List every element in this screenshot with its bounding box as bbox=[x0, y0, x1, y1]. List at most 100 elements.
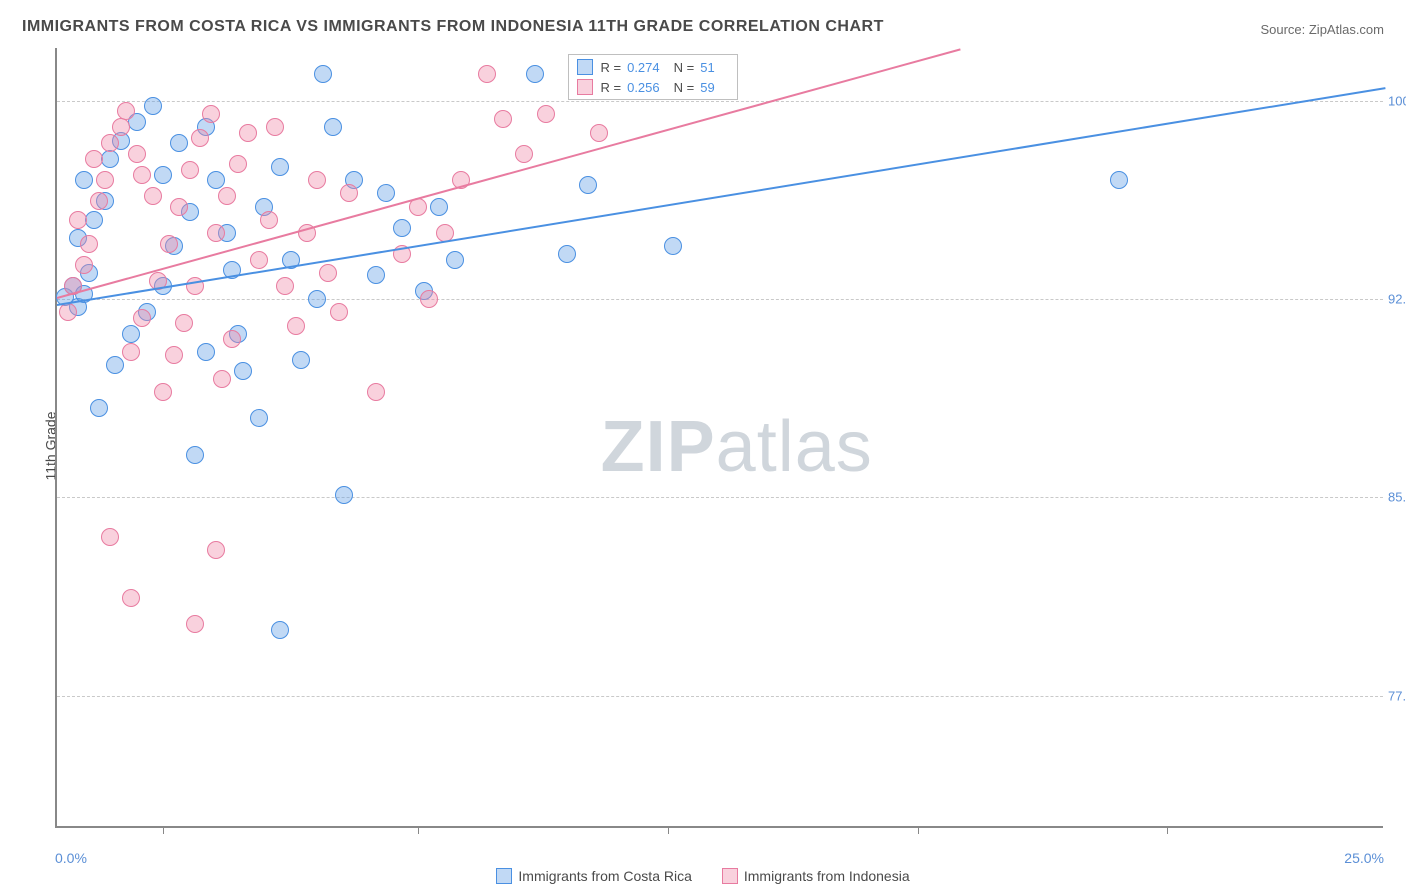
stat-n-value: 51 bbox=[700, 60, 714, 75]
stats-swatch bbox=[577, 79, 593, 95]
marker-indonesia bbox=[112, 118, 130, 136]
marker-indonesia bbox=[260, 211, 278, 229]
marker-indonesia bbox=[165, 346, 183, 364]
source-prefix: Source: bbox=[1260, 22, 1308, 37]
marker-indonesia bbox=[128, 145, 146, 163]
marker-indonesia bbox=[191, 129, 209, 147]
marker-costa-rica bbox=[154, 166, 172, 184]
marker-costa-rica bbox=[446, 251, 464, 269]
x-tick bbox=[918, 826, 919, 834]
marker-costa-rica bbox=[579, 176, 597, 194]
marker-indonesia bbox=[319, 264, 337, 282]
marker-costa-rica bbox=[558, 245, 576, 263]
x-tick bbox=[1167, 826, 1168, 834]
marker-indonesia bbox=[207, 541, 225, 559]
marker-costa-rica bbox=[144, 97, 162, 115]
marker-costa-rica bbox=[393, 219, 411, 237]
marker-costa-rica bbox=[106, 356, 124, 374]
marker-indonesia bbox=[133, 166, 151, 184]
marker-indonesia bbox=[207, 224, 225, 242]
plot-area: ZIPatlas 77.5%85.0%92.5%100.0%R =0.274N … bbox=[55, 48, 1383, 828]
legend-item: Immigrants from Indonesia bbox=[722, 868, 910, 884]
marker-costa-rica bbox=[170, 134, 188, 152]
marker-indonesia bbox=[330, 303, 348, 321]
watermark-a: ZIP bbox=[601, 407, 716, 487]
marker-indonesia bbox=[75, 256, 93, 274]
stats-row: R = 0.274 N = 51 bbox=[569, 57, 737, 77]
stats-swatch bbox=[577, 59, 593, 75]
chart-title: IMMIGRANTS FROM COSTA RICA VS IMMIGRANTS… bbox=[22, 18, 884, 36]
marker-indonesia bbox=[122, 589, 140, 607]
marker-indonesia bbox=[223, 330, 241, 348]
marker-indonesia bbox=[144, 187, 162, 205]
marker-indonesia bbox=[117, 102, 135, 120]
stat-n-value: 59 bbox=[700, 80, 714, 95]
y-tick-label: 92.5% bbox=[1388, 292, 1406, 307]
marker-indonesia bbox=[515, 145, 533, 163]
stats-box: R = 0.274 N = 51 R = 0.256 N = 59 bbox=[568, 54, 738, 100]
marker-costa-rica bbox=[271, 621, 289, 639]
marker-costa-rica bbox=[197, 343, 215, 361]
marker-costa-rica bbox=[207, 171, 225, 189]
marker-indonesia bbox=[160, 235, 178, 253]
marker-costa-rica bbox=[335, 486, 353, 504]
trendline-costa-rica bbox=[57, 88, 1385, 307]
marker-indonesia bbox=[80, 235, 98, 253]
source-name: ZipAtlas.com bbox=[1309, 22, 1384, 37]
marker-costa-rica bbox=[292, 351, 310, 369]
marker-indonesia bbox=[69, 211, 87, 229]
marker-costa-rica bbox=[186, 446, 204, 464]
marker-indonesia bbox=[213, 370, 231, 388]
marker-indonesia bbox=[367, 383, 385, 401]
x-tick bbox=[418, 826, 419, 834]
marker-indonesia bbox=[537, 105, 555, 123]
marker-indonesia bbox=[186, 615, 204, 633]
y-tick-label: 77.5% bbox=[1388, 688, 1406, 703]
stat-n-label: N = bbox=[674, 60, 695, 75]
marker-indonesia bbox=[175, 314, 193, 332]
stat-n-label: N = bbox=[674, 80, 695, 95]
legend-swatch bbox=[496, 868, 512, 884]
marker-costa-rica bbox=[308, 290, 326, 308]
watermark: ZIPatlas bbox=[601, 406, 873, 488]
marker-indonesia bbox=[276, 277, 294, 295]
marker-indonesia bbox=[133, 309, 151, 327]
stat-r-value: 0.274 bbox=[627, 60, 660, 75]
marker-indonesia bbox=[340, 184, 358, 202]
legend-label: Immigrants from Indonesia bbox=[744, 868, 910, 884]
marker-costa-rica bbox=[526, 65, 544, 83]
legend-item: Immigrants from Costa Rica bbox=[496, 868, 691, 884]
legend-swatch bbox=[722, 868, 738, 884]
y-tick-label: 100.0% bbox=[1388, 93, 1406, 108]
marker-costa-rica bbox=[85, 211, 103, 229]
marker-indonesia bbox=[420, 290, 438, 308]
gridline bbox=[57, 696, 1383, 697]
marker-costa-rica bbox=[664, 237, 682, 255]
stats-row: R = 0.256 N = 59 bbox=[569, 77, 737, 97]
x-tick bbox=[668, 826, 669, 834]
marker-indonesia bbox=[229, 155, 247, 173]
stat-r-label: R = bbox=[601, 60, 622, 75]
marker-indonesia bbox=[239, 124, 257, 142]
x-axis-max-label: 25.0% bbox=[1344, 850, 1384, 866]
marker-indonesia bbox=[122, 343, 140, 361]
marker-indonesia bbox=[266, 118, 284, 136]
marker-costa-rica bbox=[75, 171, 93, 189]
marker-costa-rica bbox=[250, 409, 268, 427]
marker-indonesia bbox=[96, 171, 114, 189]
marker-indonesia bbox=[494, 110, 512, 128]
marker-costa-rica bbox=[314, 65, 332, 83]
marker-indonesia bbox=[59, 303, 77, 321]
marker-indonesia bbox=[154, 383, 172, 401]
marker-costa-rica bbox=[101, 150, 119, 168]
stat-r-value: 0.256 bbox=[627, 80, 660, 95]
stat-r-label: R = bbox=[601, 80, 622, 95]
gridline bbox=[57, 299, 1383, 300]
marker-costa-rica bbox=[324, 118, 342, 136]
marker-indonesia bbox=[478, 65, 496, 83]
legend: Immigrants from Costa Rica Immigrants fro… bbox=[0, 868, 1406, 884]
marker-indonesia bbox=[287, 317, 305, 335]
y-tick-label: 85.0% bbox=[1388, 490, 1406, 505]
marker-indonesia bbox=[170, 198, 188, 216]
marker-costa-rica bbox=[367, 266, 385, 284]
